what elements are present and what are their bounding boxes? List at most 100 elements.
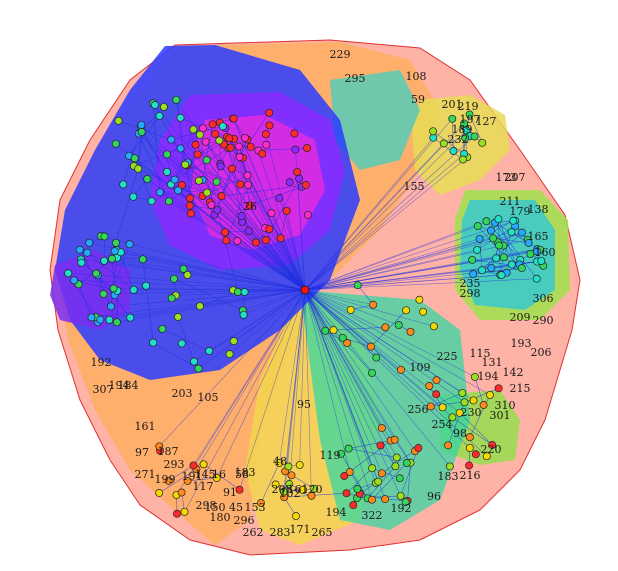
node-label: 199 <box>155 473 176 486</box>
graph-edge <box>239 289 306 490</box>
node-label: 45 <box>229 501 243 514</box>
graph-node <box>287 471 296 480</box>
graph-edge <box>74 280 306 291</box>
graph-node <box>183 477 192 485</box>
graph-node <box>119 180 128 189</box>
graph-edge <box>68 272 306 291</box>
graph-node <box>517 264 526 273</box>
graph-node <box>479 401 488 409</box>
graph-edge <box>304 289 391 441</box>
graph-node <box>235 142 243 151</box>
graph-edge <box>304 289 395 440</box>
graph-edge <box>304 289 435 327</box>
graph-node <box>207 200 216 209</box>
node-label: 206 <box>531 346 552 359</box>
graph-edge <box>430 392 463 407</box>
node-label: 91 <box>223 486 237 499</box>
graph-node <box>458 388 467 397</box>
graph-node <box>155 188 164 197</box>
graph-edge <box>187 140 220 163</box>
node-label: 295 <box>345 72 366 85</box>
graph-node <box>208 120 217 129</box>
node-label: 161 <box>135 420 156 433</box>
node-label: 127 <box>476 115 497 128</box>
graph-node <box>343 339 352 348</box>
graph-edge <box>304 289 396 467</box>
graph-node <box>509 216 518 225</box>
graph-node <box>180 507 189 516</box>
node-label: 120 <box>302 483 323 496</box>
graph-edge <box>304 136 475 291</box>
graph-edge <box>104 260 306 291</box>
graph-node <box>429 127 438 136</box>
graph-node <box>392 453 401 462</box>
graph-node <box>486 390 494 399</box>
graph-node <box>243 171 252 180</box>
graph-edge <box>196 289 306 470</box>
node-label: 254 <box>432 418 453 431</box>
graph-edge <box>229 289 306 355</box>
graph-node <box>279 487 288 496</box>
node-label: 306 <box>533 292 554 305</box>
graph-node <box>478 138 487 147</box>
graph-node <box>381 323 390 332</box>
graph-edge <box>233 289 306 342</box>
graph-node <box>526 249 535 258</box>
graph-node <box>402 306 411 315</box>
node-label: 58 <box>235 468 249 481</box>
graph-node <box>177 488 186 497</box>
graph-node <box>201 137 210 146</box>
graph-edge <box>116 289 306 323</box>
graph-edge <box>304 289 374 306</box>
graph-node <box>487 263 496 272</box>
graph-node <box>488 441 497 449</box>
graph-node <box>186 209 195 218</box>
graph-node <box>229 337 238 346</box>
graph-node <box>108 254 116 263</box>
graph-node <box>155 111 164 120</box>
graph-node <box>112 318 121 327</box>
graph-node <box>340 472 349 480</box>
community-hulls <box>49 39 581 556</box>
graph-node <box>414 444 423 452</box>
graph-node <box>213 205 222 214</box>
node-label: 194 <box>109 379 130 392</box>
node-label: 191 <box>182 470 203 483</box>
graph-edge <box>187 162 306 291</box>
graph-node <box>189 461 198 470</box>
node-label: 290 <box>533 314 554 327</box>
node-label: 194 <box>478 370 499 383</box>
graph-edge <box>177 316 195 362</box>
graph-node <box>465 110 474 119</box>
graph-node <box>532 274 541 283</box>
graph-node <box>257 499 265 507</box>
graph-node <box>199 460 208 469</box>
graph-node <box>449 147 458 155</box>
graph-edge <box>333 326 386 331</box>
graph-node <box>262 140 271 149</box>
graph-node <box>301 181 310 189</box>
graph-node <box>83 248 92 257</box>
node-label: 197 <box>460 113 481 126</box>
graph-node <box>494 384 503 393</box>
graph-node <box>176 113 185 122</box>
node-label: 265 <box>312 526 333 539</box>
graph-node <box>337 449 345 458</box>
graph-edge <box>304 289 351 473</box>
graph-node <box>215 136 224 145</box>
graph-edge <box>243 289 306 316</box>
graph-node <box>85 238 94 247</box>
node-label: 155 <box>404 180 425 193</box>
graph-edge <box>407 462 411 501</box>
graph-node <box>75 245 84 254</box>
graph-node <box>261 236 270 245</box>
graph-edge <box>142 258 306 291</box>
graph-node <box>265 121 274 130</box>
graph-node <box>478 266 487 275</box>
graph-edge <box>114 250 306 291</box>
graph-node <box>241 133 249 142</box>
graph-edge <box>394 439 411 463</box>
graph-edge <box>340 453 368 499</box>
graph-node <box>236 180 245 189</box>
